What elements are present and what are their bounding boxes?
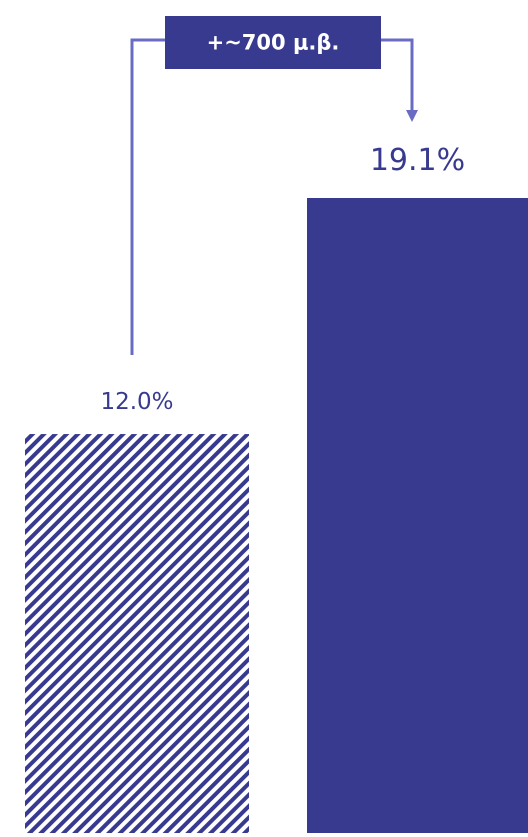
- bar-2: [307, 198, 528, 833]
- value-label-1: 12.0%: [100, 389, 173, 415]
- value-labels-layer: 12.0% 19.1%: [100, 143, 465, 415]
- bar-1: [25, 434, 249, 833]
- growth-annotation: +~700 μ.β.: [130, 16, 418, 355]
- bars-layer: [25, 198, 528, 833]
- value-label-2: 19.1%: [370, 143, 465, 178]
- annotation-text: +~700 μ.β.: [207, 31, 340, 55]
- annotation-box: [165, 16, 381, 69]
